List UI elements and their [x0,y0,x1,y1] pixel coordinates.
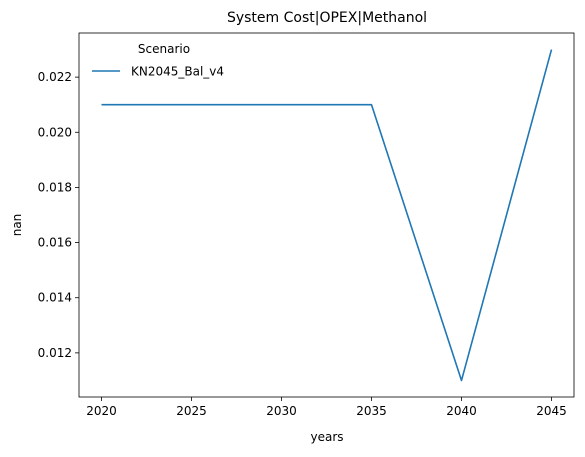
series-line-0 [101,49,553,382]
x-tick-label: 2040 [446,404,477,418]
y-tick-label: 0.014 [38,291,72,305]
legend-title: Scenario [138,42,190,56]
y-tick-label: 0.018 [38,180,72,194]
x-axis-label: years [310,430,343,444]
plot-frame [78,32,575,398]
y-tick-label: 0.022 [38,70,72,84]
y-tick-label: 0.020 [38,125,72,139]
x-tick-label: 2045 [536,404,567,418]
y-axis-label: nan [10,214,24,237]
legend: Scenario KN2045_Bal_v4 [92,42,224,79]
chart-title: System Cost|OPEX|Methanol [227,10,427,26]
series-layer [101,49,553,382]
y-axis: 0.012 0.014 0.016 0.018 0.020 0.022 [38,70,79,360]
y-tick-label: 0.012 [38,346,72,360]
y-tick-label: 0.016 [38,236,72,250]
x-tick-label: 2025 [176,404,207,418]
plot-area [78,32,575,398]
x-axis: 2020 2025 2030 2035 2040 2045 [86,397,567,418]
x-tick-label: 2035 [356,404,387,418]
x-tick-label: 2030 [266,404,297,418]
legend-series-label: KN2045_Bal_v4 [131,65,224,79]
x-tick-label: 2020 [86,404,117,418]
